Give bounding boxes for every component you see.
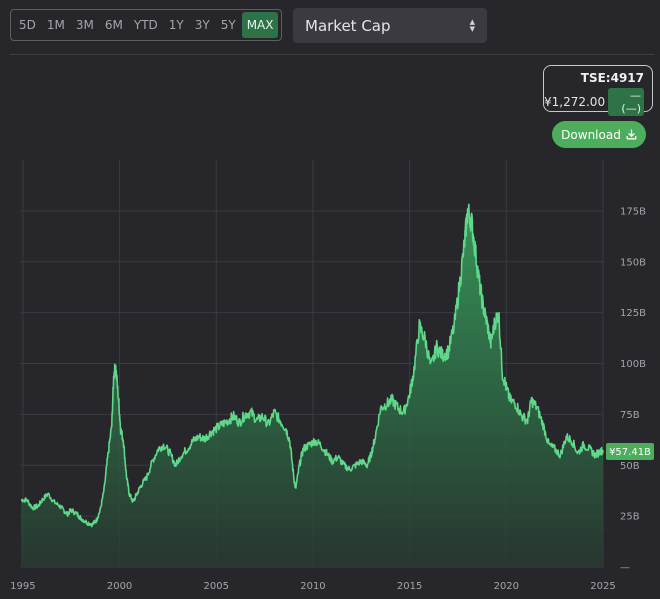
ticker-info-box: TSE:4917 ¥1,272.00 —(—) (543, 65, 653, 116)
ticker-price: ¥1,272.00 (544, 95, 606, 109)
ticker-price-row: ¥1,272.00 —(—) (544, 88, 644, 116)
last-value-text: ¥57.41B (609, 447, 651, 458)
last-value-label: ¥57.41B (606, 443, 654, 460)
metric-select-value: Market Cap (305, 16, 391, 35)
range-button-ytd[interactable]: YTD (133, 18, 158, 32)
range-button-5y[interactable]: 5Y (220, 18, 236, 32)
x-tick-label: 1995 (10, 581, 35, 592)
y-tick-label: 75B (620, 410, 640, 421)
range-selector: 5D 1M 3M 6M YTD 1Y 3Y 5Y MAX (10, 9, 282, 41)
sort-arrows-icon: ▲ ▼ (469, 17, 475, 33)
download-button[interactable]: Download (552, 121, 646, 148)
range-button-1m[interactable]: 1M (46, 18, 65, 32)
ticker-change-badge: —(—) (608, 88, 644, 116)
range-button-1y[interactable]: 1Y (168, 18, 184, 32)
y-tick-label: 175B (620, 206, 646, 217)
range-button-max[interactable]: MAX (241, 12, 279, 38)
x-axis: 1995 2000 2005 2010 2015 2020 2025 (10, 581, 616, 592)
x-tick-label: 2005 (204, 581, 229, 592)
download-icon (626, 129, 637, 140)
y-axis: — 25B 50B 75B 100B 125B 150B 175B (620, 206, 646, 573)
y-tick-label: 25B (620, 512, 640, 523)
y-tick-label: — (620, 563, 630, 574)
x-tick-label: 2015 (397, 581, 422, 592)
series-area (21, 204, 603, 568)
range-button-3y[interactable]: 3Y (194, 18, 210, 32)
y-tick-label: 50B (620, 461, 640, 472)
last-value-badge (606, 443, 654, 460)
y-tick-label: 125B (620, 308, 646, 319)
range-button-5d[interactable]: 5D (19, 18, 36, 32)
x-tick-label: 2025 (590, 581, 615, 592)
x-tick-label: 2010 (300, 581, 325, 592)
x-tick-label: 2020 (494, 581, 519, 592)
y-tick-label: 100B (620, 359, 646, 370)
x-tick-label: 2000 (107, 581, 132, 592)
range-button-3m[interactable]: 3M (75, 18, 94, 32)
metric-select[interactable]: Market Cap ▲ ▼ (293, 8, 487, 43)
ticker-symbol: TSE:4917 (580, 71, 644, 85)
y-tick-label: 150B (620, 257, 646, 268)
download-button-label: Download (561, 127, 621, 142)
range-button-6m[interactable]: 6M (104, 18, 123, 32)
series-line (20, 203, 604, 528)
header-divider (10, 54, 654, 55)
